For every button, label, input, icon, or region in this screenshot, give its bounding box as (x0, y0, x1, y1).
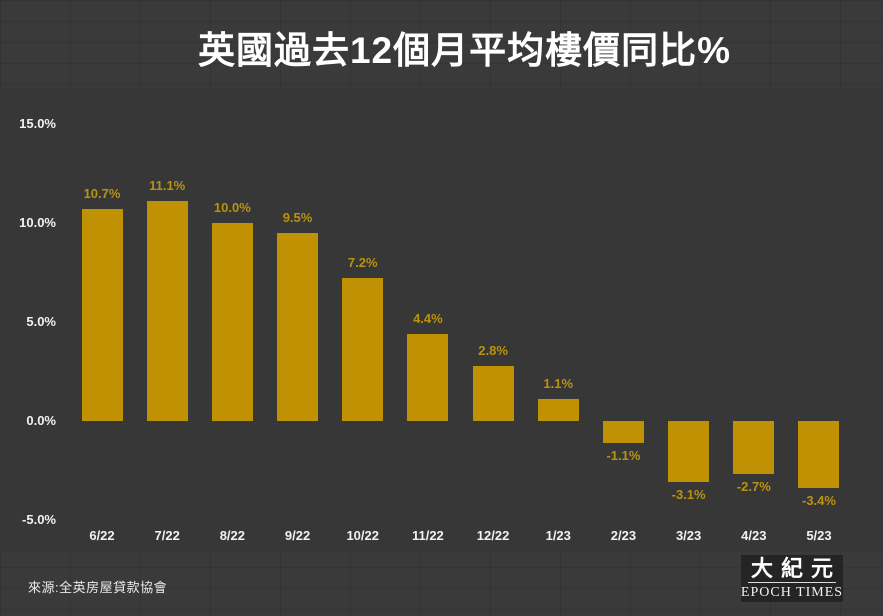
y-axis-tick-label: 15.0% (19, 116, 56, 131)
bar (602, 421, 644, 443)
x-axis-tick-label: 11/22 (411, 528, 444, 543)
epoch-times-logo: 大紀元 EPOCH TIMES (741, 555, 843, 602)
y-axis-tick-label: 5.0% (26, 314, 56, 329)
bar (798, 421, 840, 489)
logo-latin-text: EPOCH TIMES (740, 585, 844, 600)
bar (407, 333, 449, 421)
y-axis-tick-label: 0.0% (26, 413, 56, 428)
x-axis-tick-label: 2/23 (610, 528, 637, 543)
bar-value-label: 10.7% (83, 186, 121, 202)
bar-value-label: 7.2% (347, 255, 378, 271)
bar-value-label: 4.4% (413, 310, 443, 326)
x-axis-tick-label: 9/22 (284, 528, 311, 543)
x-axis-tick-label: 4/23 (741, 528, 767, 543)
logo-divider (748, 582, 836, 583)
x-axis-tick-label: 7/22 (154, 528, 180, 543)
x-axis-tick-label: 3/23 (675, 528, 702, 543)
bar (668, 421, 710, 483)
bar (342, 278, 384, 421)
bar-value-label: 11.1% (149, 178, 186, 194)
logo-cjk-text: 大紀元 (750, 556, 841, 581)
chart-title: 英國過去12個月平均樓價同比% (197, 30, 732, 71)
y-axis-tick-label: -5.0% (22, 512, 56, 527)
bar-value-label: -2.7% (736, 479, 771, 495)
bar-value-label: -1.1% (606, 447, 641, 463)
bar-chart: 15.0% 10.0% 5.0% 0.0% -5.0% 10.7% 6/22 11.1% 7/2… (0, 88, 883, 552)
x-axis-tick-label: 1/23 (545, 528, 571, 543)
x-axis-tick-label: 8/22 (219, 528, 246, 543)
x-axis-tick-label: 6/22 (89, 528, 115, 543)
bar-value-label: -3.4% (801, 493, 836, 509)
bar-value-label: 2.8% (478, 342, 508, 358)
bar-value-label: -3.1% (671, 487, 706, 503)
bar (472, 365, 514, 421)
y-axis-tick-label: 10.0% (19, 215, 56, 230)
bar-value-label: 10.0% (213, 200, 251, 215)
bar (277, 232, 319, 421)
bar-value-label: 1.1% (543, 376, 574, 392)
bar-value-label: 9.5% (282, 209, 313, 225)
x-axis-tick-label: 12/22 (476, 528, 510, 543)
bar (537, 399, 579, 421)
x-axis-tick-label: 10/22 (346, 528, 379, 543)
x-axis-tick-label: 5/23 (806, 528, 832, 543)
bar (733, 421, 775, 475)
bar (81, 209, 123, 421)
source-note: 來源:全英房屋貸款協會 (28, 580, 168, 595)
bar (146, 201, 188, 421)
bar (211, 223, 253, 421)
